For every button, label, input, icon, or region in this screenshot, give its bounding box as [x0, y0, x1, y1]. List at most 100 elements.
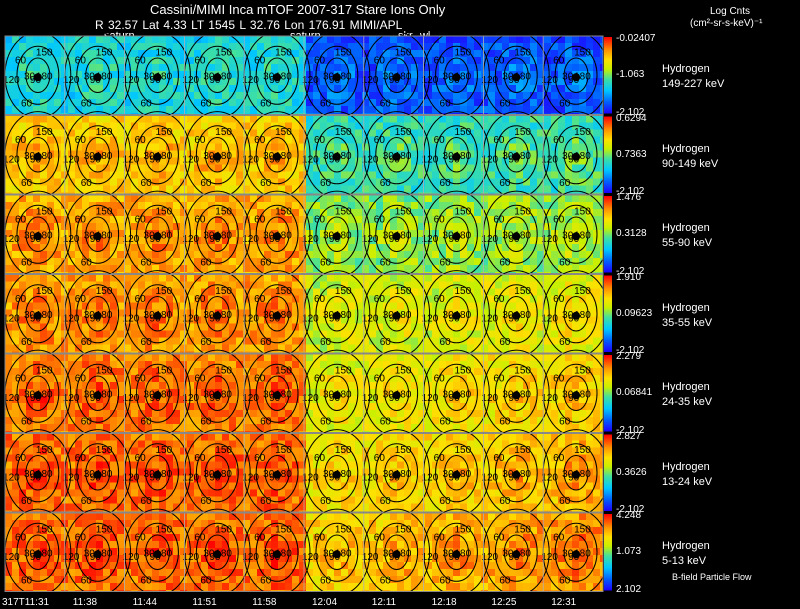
heatmap-cell — [229, 195, 236, 202]
heatmap-cell — [362, 274, 369, 282]
heatmap-cell — [376, 178, 383, 186]
heatmap-cell — [152, 157, 159, 165]
heatmap-cell — [355, 36, 362, 43]
heatmap-cell — [278, 85, 285, 92]
heatmap-cell — [117, 316, 124, 324]
heatmap-cell — [376, 171, 383, 179]
heatmap-cell — [75, 157, 82, 165]
heatmap-cell — [558, 258, 565, 265]
heatmap-cell — [222, 185, 229, 193]
heatmap-cell — [124, 230, 131, 237]
heatmap-cell — [341, 150, 348, 158]
heatmap-cell — [579, 330, 586, 338]
heatmap-cell — [180, 195, 187, 202]
heatmap-cell — [383, 274, 390, 282]
heatmap-cell — [509, 106, 516, 113]
contour-line — [195, 284, 239, 344]
heatmap-cell — [131, 368, 138, 375]
heatmap-cell — [376, 330, 383, 338]
heatmap-cell — [117, 43, 124, 50]
heatmap-cell — [313, 288, 320, 296]
heatmap-cell — [222, 251, 229, 258]
heatmap-cell — [334, 178, 341, 186]
heatmap-cell — [425, 361, 432, 368]
heatmap-cell — [19, 368, 26, 375]
heatmap-cell — [488, 288, 495, 296]
heatmap-cell — [264, 316, 271, 324]
heatmap-cell — [40, 150, 47, 158]
heatmap-cell — [418, 136, 425, 144]
heatmap-cell — [488, 192, 495, 194]
contour-label: 60 — [81, 337, 93, 348]
heatmap-cell — [145, 330, 152, 338]
heatmap-cell — [138, 209, 145, 216]
heatmap-cell — [194, 115, 201, 123]
heatmap-cell — [565, 71, 572, 78]
heatmap-cell — [299, 78, 306, 85]
heatmap-cell — [243, 258, 250, 265]
heatmap-cell — [250, 202, 257, 209]
heatmap-cell — [397, 143, 404, 151]
heatmap-cell — [348, 36, 355, 43]
heatmap-cell — [208, 157, 215, 165]
heatmap-cell — [166, 295, 173, 303]
heatmap-cell — [565, 344, 572, 352]
heatmap-cell — [264, 92, 271, 99]
heatmap-cell — [572, 237, 579, 244]
heatmap-cell — [481, 202, 488, 209]
heatmap-cell — [425, 36, 432, 43]
heatmap-cell — [404, 36, 411, 43]
heatmap-cell — [509, 354, 516, 361]
heatmap-cell — [159, 258, 166, 265]
heatmap-cell — [264, 244, 271, 251]
heatmap-cell — [579, 171, 586, 179]
heatmap-cell — [12, 295, 19, 303]
heatmap-cell — [89, 57, 96, 64]
heatmap-cell — [495, 129, 502, 137]
heatmap-cell — [124, 43, 131, 50]
heatmap-cell — [187, 330, 194, 338]
heatmap-cell — [544, 281, 551, 289]
heatmap-cell — [187, 244, 194, 251]
heatmap-cell — [334, 272, 341, 274]
heatmap-cell — [411, 330, 418, 338]
heatmap-cell — [334, 288, 341, 296]
heatmap-cell — [222, 216, 229, 223]
heatmap-cell — [348, 122, 355, 130]
heatmap-cell — [376, 113, 383, 115]
heatmap-cell — [334, 129, 341, 137]
heatmap-cell — [138, 185, 145, 193]
heatmap-cell — [432, 237, 439, 244]
heatmap-cell — [103, 265, 110, 272]
heatmap-cell — [145, 230, 152, 237]
heatmap-cell — [516, 150, 523, 158]
heatmap-cell — [264, 337, 271, 345]
heatmap-cell — [509, 351, 516, 353]
heatmap-cell — [474, 302, 481, 310]
heatmap-cell — [481, 195, 488, 202]
heatmap-cell — [292, 316, 299, 324]
heatmap-cell — [299, 202, 306, 209]
heatmap-cell — [236, 195, 243, 202]
heatmap-cell — [418, 164, 425, 172]
heatmap-cell — [593, 115, 600, 123]
heatmap-cell — [12, 361, 19, 368]
heatmap-cell — [138, 64, 145, 71]
heatmap-cell — [110, 71, 117, 78]
heatmap-cell — [579, 272, 586, 274]
heatmap-cell — [292, 272, 299, 274]
heatmap-cell — [229, 178, 236, 186]
contour-label: 30 — [323, 151, 335, 162]
heatmap-cell — [327, 202, 334, 209]
heatmap-cell — [96, 129, 103, 137]
heatmap-cell — [313, 92, 320, 99]
heatmap-cell — [68, 185, 75, 193]
heatmap-cell — [26, 195, 33, 202]
contour-line — [16, 204, 60, 264]
contour-label: 60 — [553, 56, 565, 67]
heatmap-cell — [453, 323, 460, 331]
heatmap-cell — [103, 171, 110, 179]
heatmap-cell — [453, 185, 460, 193]
heatmap-cell — [481, 216, 488, 223]
heatmap-cell — [334, 115, 341, 123]
